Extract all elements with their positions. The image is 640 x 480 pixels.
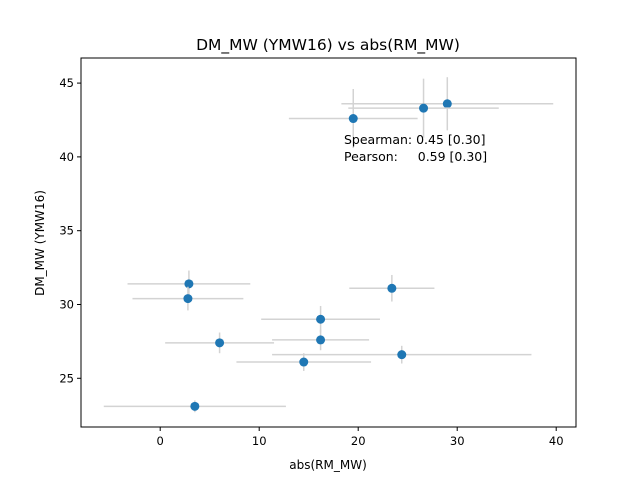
point-marker bbox=[183, 294, 193, 304]
data-point-1 bbox=[348, 78, 499, 138]
point-marker bbox=[387, 283, 397, 293]
y-tick-label: 25 bbox=[59, 371, 74, 385]
annotation-spearman: Spearman: 0.45 [0.30] bbox=[344, 132, 485, 147]
point-marker bbox=[184, 279, 194, 289]
x-tick-label: 40 bbox=[549, 434, 564, 448]
data-point-0 bbox=[341, 77, 554, 131]
chart-title: DM_MW (YMW16) vs abs(RM_MW) bbox=[196, 36, 460, 55]
x-tick-label: 20 bbox=[351, 434, 366, 448]
x-tick-label: 30 bbox=[450, 434, 465, 448]
data-point-11 bbox=[103, 400, 286, 413]
y-tick-label: 30 bbox=[59, 297, 74, 311]
point-marker bbox=[190, 401, 200, 411]
data-point-4 bbox=[349, 274, 435, 302]
point-marker bbox=[316, 314, 326, 324]
data-point-2 bbox=[288, 88, 418, 149]
plot-area bbox=[103, 77, 554, 413]
x-tick-label: 10 bbox=[252, 434, 267, 448]
data-point-7 bbox=[272, 329, 370, 351]
point-marker bbox=[215, 338, 225, 348]
point-marker bbox=[316, 335, 326, 345]
data-point-3 bbox=[127, 270, 251, 298]
x-axis-label: abs(RM_MW) bbox=[289, 458, 367, 472]
data-point-5 bbox=[132, 286, 244, 311]
y-tick-label: 35 bbox=[59, 224, 74, 238]
y-axis: 25 30 35 40 45 bbox=[59, 76, 81, 385]
point-marker bbox=[299, 357, 309, 367]
data-point-6 bbox=[261, 305, 380, 333]
x-tick-label: 0 bbox=[157, 434, 164, 448]
point-marker bbox=[397, 350, 407, 360]
y-tick-label: 40 bbox=[59, 150, 74, 164]
data-point-9 bbox=[272, 345, 532, 364]
x-axis: 0 10 20 30 40 bbox=[157, 427, 564, 448]
y-axis-label: DM_MW (YMW16) bbox=[33, 190, 47, 296]
data-point-8 bbox=[165, 332, 275, 354]
point-marker bbox=[419, 103, 429, 113]
y-tick-label: 45 bbox=[59, 76, 74, 90]
annotation-pearson: Pearson: 0.59 [0.30] bbox=[344, 149, 487, 164]
axes-frame bbox=[80, 57, 577, 428]
point-marker bbox=[348, 114, 358, 124]
point-marker bbox=[442, 99, 452, 109]
data-point-10 bbox=[236, 353, 372, 371]
